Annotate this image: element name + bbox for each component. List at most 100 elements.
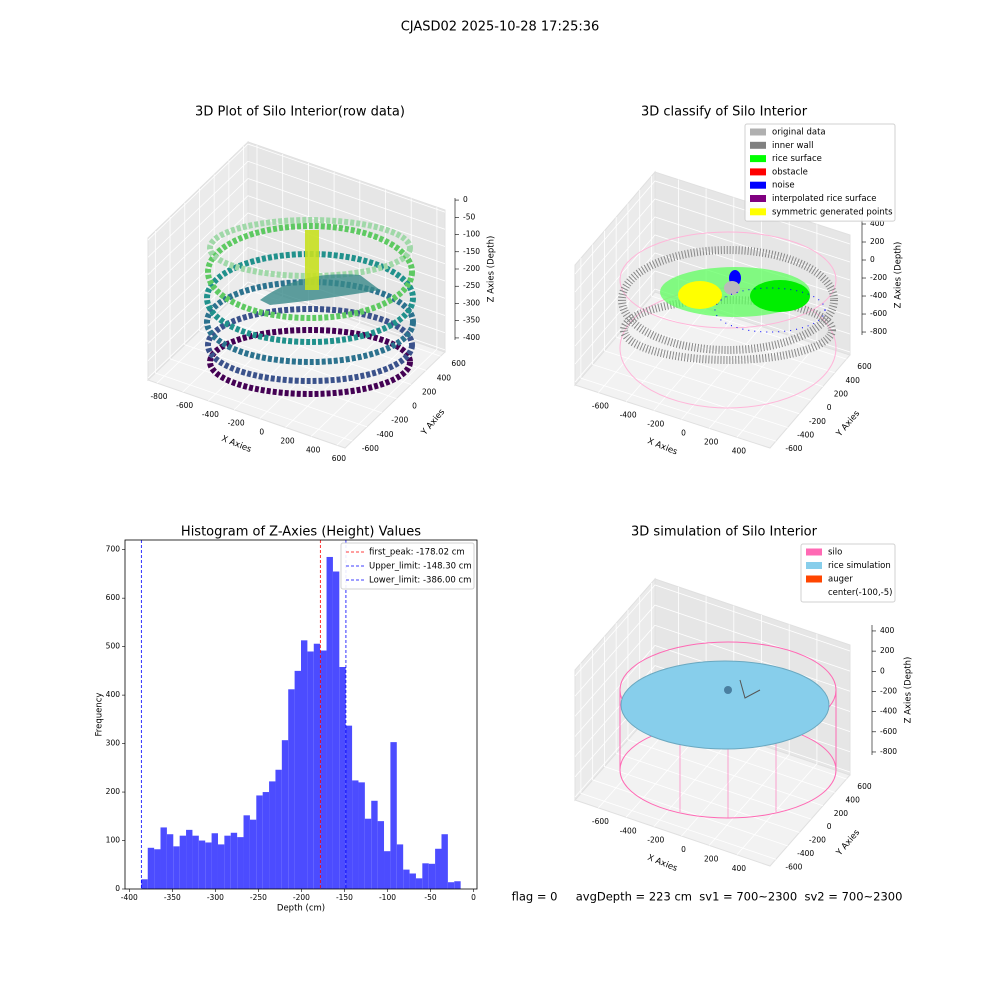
z-tick-label: -150 bbox=[463, 247, 480, 256]
grid-line bbox=[681, 206, 762, 420]
x-tick-label: -400 bbox=[620, 411, 637, 420]
legend-swatch bbox=[806, 575, 822, 583]
z-axis-label: Z Axies (Depth) bbox=[894, 242, 904, 309]
bar bbox=[275, 769, 282, 889]
subplot-title: 3D classify of Silo Interior bbox=[641, 105, 808, 120]
bar bbox=[269, 781, 276, 889]
z-tick-label: 400 bbox=[870, 219, 885, 228]
bar bbox=[435, 848, 442, 889]
grid-line bbox=[154, 230, 353, 442]
x-tick-label: -400 bbox=[121, 893, 138, 902]
grid-line bbox=[259, 180, 361, 419]
y-tick-label: -200 bbox=[391, 416, 408, 425]
y-tick-label: 400 bbox=[846, 376, 861, 385]
bar bbox=[313, 643, 321, 889]
y-tick-label: 600 bbox=[106, 593, 121, 602]
bar bbox=[249, 819, 257, 889]
x-tick-label: -400 bbox=[202, 410, 219, 419]
x-axis-label: X Axies bbox=[220, 434, 253, 455]
legend-label: rice surface bbox=[772, 154, 822, 164]
bar bbox=[154, 849, 161, 889]
x-tick-label: -800 bbox=[150, 392, 167, 401]
y-tick-label: -200 bbox=[809, 836, 826, 845]
grid-line bbox=[580, 663, 777, 860]
grid-line bbox=[708, 215, 790, 429]
legend-label: center(-100,-5) bbox=[828, 588, 892, 598]
grid-line bbox=[604, 636, 800, 833]
grid-line bbox=[285, 189, 386, 428]
bar bbox=[198, 840, 206, 889]
bar bbox=[281, 740, 289, 889]
x-axis-label: X Axies bbox=[646, 436, 679, 457]
grid-line bbox=[147, 281, 446, 379]
legend-swatch bbox=[750, 195, 766, 202]
grid-line bbox=[184, 202, 382, 414]
bar bbox=[364, 818, 372, 889]
legend-label: obstacle bbox=[772, 167, 808, 177]
grid-line bbox=[651, 176, 847, 360]
y-axis-label: Frequency bbox=[95, 693, 105, 737]
x-tick-label: -600 bbox=[592, 402, 609, 411]
legend-swatch bbox=[750, 168, 766, 176]
x-tick-label: -50 bbox=[424, 893, 436, 902]
grid-line bbox=[228, 160, 427, 371]
bar bbox=[192, 835, 199, 889]
y-tick-label: -600 bbox=[785, 444, 802, 453]
bar bbox=[409, 873, 416, 889]
z-tick-label: -400 bbox=[880, 707, 897, 716]
bar bbox=[205, 842, 212, 889]
y-axis-label: Y Axies bbox=[834, 827, 862, 858]
bar bbox=[224, 835, 231, 889]
bar bbox=[243, 815, 250, 889]
y-tick-label: 400 bbox=[437, 373, 452, 382]
x-tick-label: -200 bbox=[293, 893, 310, 902]
grid-line bbox=[199, 188, 397, 399]
y-axis-label: Y Axies bbox=[834, 408, 862, 439]
y-tick-label: 200 bbox=[834, 809, 849, 818]
bar bbox=[396, 844, 404, 889]
x-tick-label: 400 bbox=[732, 864, 747, 873]
grid-line bbox=[213, 174, 412, 385]
grid-line bbox=[574, 584, 851, 677]
x-tick-label: 200 bbox=[280, 436, 295, 445]
grid-line bbox=[147, 143, 446, 241]
y-tick-label: -400 bbox=[797, 430, 814, 439]
grid-line bbox=[208, 162, 309, 402]
x-tick-label: -300 bbox=[207, 893, 224, 902]
grid-line bbox=[592, 244, 788, 428]
x-tick-label: -200 bbox=[228, 419, 245, 428]
bar bbox=[288, 689, 295, 889]
legend-box bbox=[340, 542, 475, 590]
grid-line bbox=[592, 649, 788, 847]
z-tick-label: 0 bbox=[880, 666, 885, 675]
z-tick-label: 200 bbox=[880, 646, 895, 655]
x-tick-label: -200 bbox=[647, 419, 664, 428]
bar bbox=[345, 725, 353, 889]
z-tick-label: -300 bbox=[463, 298, 480, 307]
y-tick-label: 700 bbox=[106, 545, 121, 554]
figure-title: CJASD02 2025-10-28 17:25:36 bbox=[401, 20, 600, 35]
z-tick-label: -200 bbox=[463, 264, 480, 273]
grid-line bbox=[169, 216, 368, 428]
bar bbox=[390, 742, 397, 889]
z-axis-label: Z Axies (Depth) bbox=[904, 657, 914, 724]
bar bbox=[339, 666, 346, 889]
x-tick-label: 400 bbox=[306, 445, 321, 454]
y-tick-label: -200 bbox=[809, 417, 826, 426]
bar bbox=[237, 837, 244, 889]
bar bbox=[186, 829, 193, 889]
y-tick-label: 600 bbox=[451, 359, 466, 368]
legend-box bbox=[800, 543, 896, 603]
legend-swatch bbox=[750, 128, 766, 136]
bar bbox=[256, 795, 263, 889]
grid-line bbox=[615, 217, 812, 401]
z-tick-label: -400 bbox=[870, 291, 887, 300]
legend-label: first_peak: -178.02 cm bbox=[369, 548, 465, 558]
grid-line bbox=[574, 180, 851, 275]
x-tick-label: 0 bbox=[681, 428, 686, 437]
bar bbox=[320, 650, 327, 889]
plot-frame bbox=[124, 539, 478, 890]
y-tick-label: 400 bbox=[846, 795, 861, 804]
y-tick-label: 400 bbox=[106, 690, 121, 699]
x-tick-label: -150 bbox=[336, 893, 353, 902]
